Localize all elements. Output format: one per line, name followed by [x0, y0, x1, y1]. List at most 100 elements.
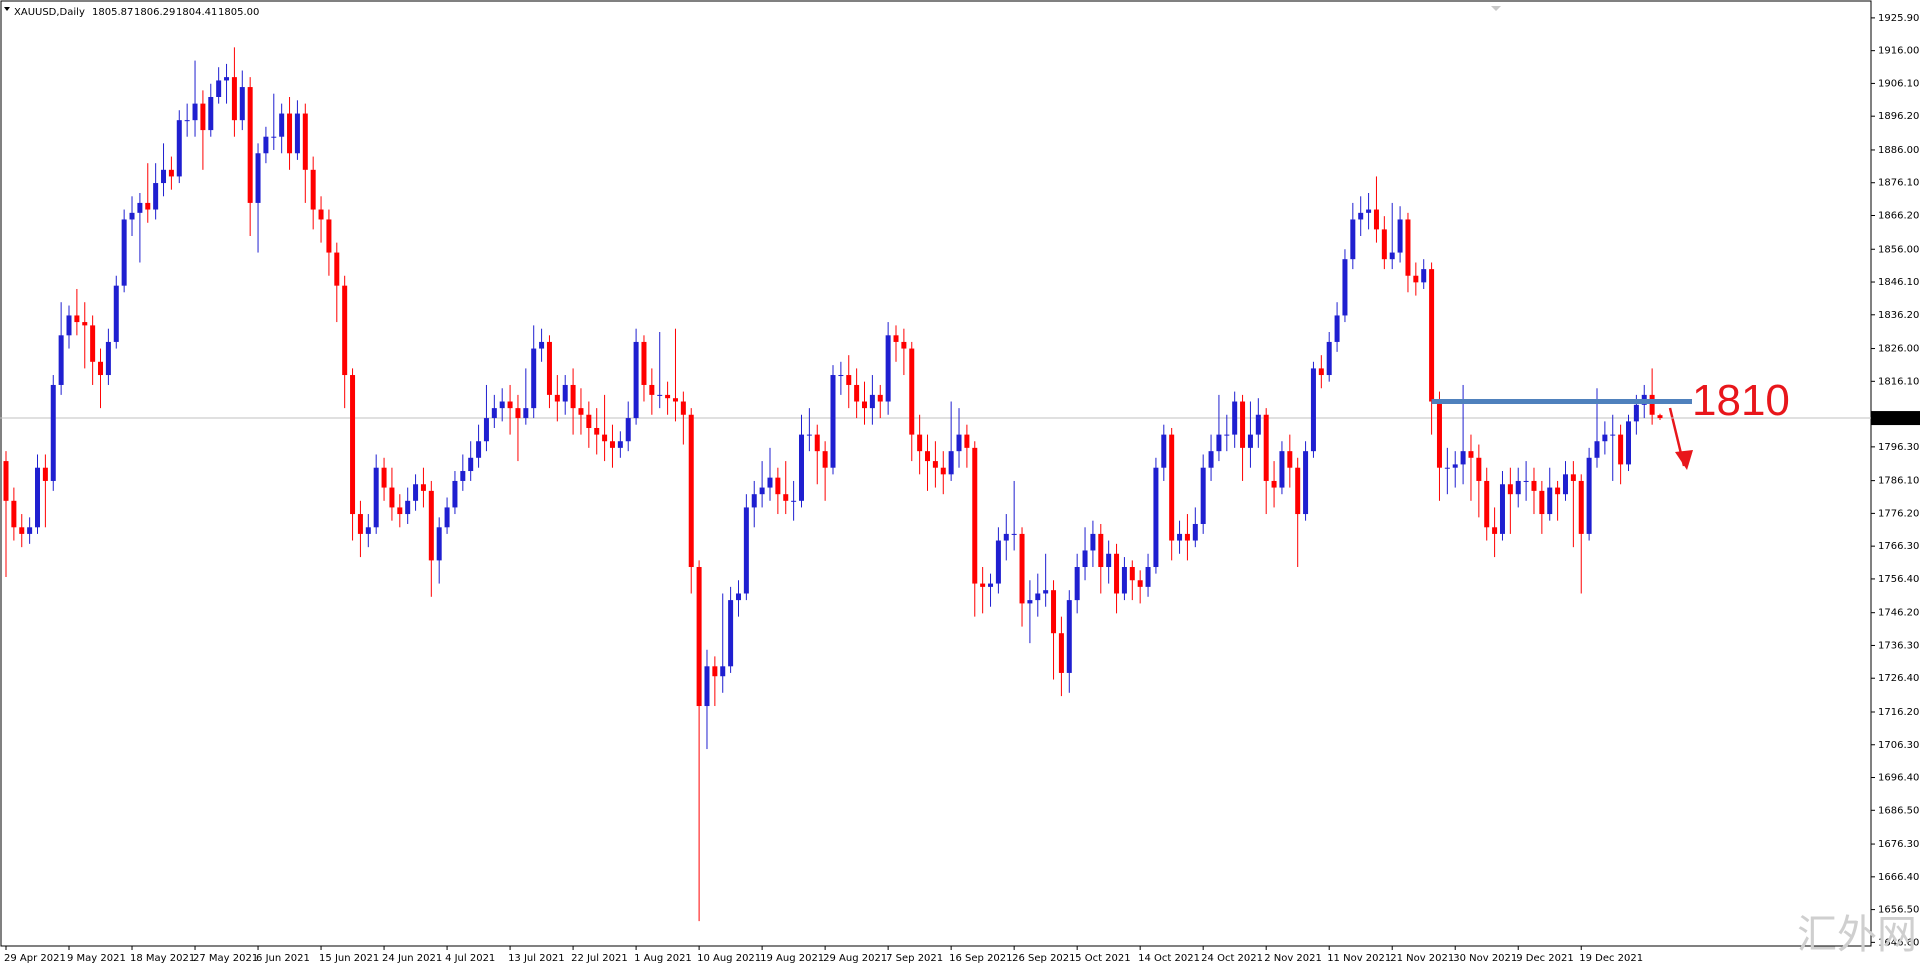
candle-body	[1547, 487, 1553, 515]
candle-body	[1523, 480, 1529, 482]
y-tick-label: 1925.90	[1878, 13, 1919, 24]
y-tick-label: 1676.30	[1878, 839, 1919, 850]
candle-body	[767, 477, 773, 488]
candle-body	[19, 527, 25, 534]
candle-body	[940, 467, 946, 475]
x-tick-label: 26 Sep 2021	[1012, 953, 1075, 964]
candle-body	[1507, 484, 1513, 495]
candle-body	[1114, 553, 1120, 594]
candle-body	[728, 600, 734, 667]
candle-body	[318, 209, 324, 220]
candle-body	[310, 169, 316, 210]
candle-body	[1082, 550, 1088, 568]
candle-body	[893, 335, 899, 342]
y-tick-label: 1726.40	[1878, 673, 1919, 684]
candle-body	[1405, 219, 1411, 276]
candle-body	[665, 394, 671, 399]
candle-body	[444, 507, 450, 528]
plot-frame	[0, 0, 1872, 947]
candle-body	[247, 87, 253, 203]
candle-body	[357, 514, 363, 534]
candle-body	[1011, 533, 1017, 535]
candle-body	[980, 583, 986, 587]
candle-body	[712, 666, 718, 677]
candle-body	[1578, 480, 1584, 534]
y-tick-label: 1816.10	[1878, 376, 1919, 387]
candle-body	[302, 113, 308, 170]
candle-body	[1161, 434, 1167, 468]
x-tick-label: 9 May 2021	[67, 953, 126, 964]
candle-body	[1098, 533, 1104, 568]
candle-body	[995, 540, 1001, 584]
y-tick-label: 1766.30	[1878, 541, 1919, 552]
candle-body	[972, 447, 978, 584]
candle-body	[1421, 269, 1427, 283]
candle-body	[602, 434, 608, 442]
candle-body	[1499, 484, 1505, 534]
header-marker	[4, 7, 10, 11]
header-high: 1806.29	[134, 7, 175, 18]
candle-body	[1358, 212, 1364, 220]
candle-body	[350, 375, 356, 515]
candle-body	[1027, 600, 1033, 604]
candle-body	[862, 401, 868, 409]
candle-body	[98, 361, 104, 376]
y-tick-label: 1846.10	[1878, 277, 1919, 288]
candle-body	[42, 467, 48, 481]
candle-body	[1177, 533, 1183, 541]
level-label: 1810	[1692, 376, 1790, 425]
candle-body	[1397, 219, 1403, 253]
candle-body	[452, 480, 458, 508]
candle-body	[381, 467, 387, 488]
y-tick-label: 1876.10	[1878, 178, 1919, 189]
x-tick-label: 4 Jul 2021	[445, 953, 495, 964]
candle-body	[287, 113, 293, 154]
x-tick-label: 2 Nov 2021	[1264, 953, 1322, 964]
x-tick-label: 19 Dec 2021	[1579, 953, 1643, 964]
x-tick-label: 15 Jun 2021	[319, 953, 379, 964]
candle-body	[1436, 401, 1442, 468]
current-price-box	[1871, 411, 1920, 426]
candle-body	[476, 441, 482, 458]
candle-body	[1625, 421, 1631, 465]
candle-body	[988, 583, 994, 587]
shift-marker	[1491, 6, 1501, 11]
candle-body	[578, 408, 584, 415]
x-tick-label: 24 Jun 2021	[382, 953, 442, 964]
candle-body	[129, 212, 135, 220]
y-tick-label: 1826.00	[1878, 344, 1919, 355]
candle-body	[1216, 434, 1222, 452]
candle-body	[11, 500, 17, 528]
candle-body	[1492, 527, 1498, 534]
candle-body	[1586, 457, 1592, 534]
candle-body	[90, 325, 96, 362]
candle-body	[168, 169, 174, 177]
x-tick-label: 1 Aug 2021	[634, 953, 692, 964]
candle-body	[1381, 229, 1387, 260]
candle-body	[255, 153, 261, 203]
y-tick-label: 1886.00	[1878, 145, 1919, 156]
candle-body	[420, 484, 426, 491]
candle-body	[838, 375, 844, 377]
candle-body	[483, 418, 489, 442]
candle-body	[1255, 414, 1261, 435]
candle-body	[531, 348, 537, 409]
candle-body	[586, 414, 592, 428]
header-low: 1804.41	[176, 7, 217, 18]
y-tick-label: 1656.50	[1878, 905, 1919, 916]
x-tick-label: 13 Jul 2021	[508, 953, 565, 964]
candle-body	[783, 494, 789, 501]
candle-body	[145, 202, 151, 210]
y-tick-label: 1746.20	[1878, 608, 1919, 619]
candle-body	[1200, 467, 1206, 524]
candle-body	[121, 219, 127, 286]
candle-body	[1310, 368, 1316, 452]
header-open: 1805.87	[92, 7, 133, 18]
x-tick-label: 14 Oct 2021	[1138, 953, 1200, 964]
candle-body	[1043, 590, 1049, 594]
candle-body	[775, 477, 781, 495]
candle-body	[696, 567, 702, 707]
candle-body	[1373, 209, 1379, 230]
candle-body	[539, 341, 545, 349]
